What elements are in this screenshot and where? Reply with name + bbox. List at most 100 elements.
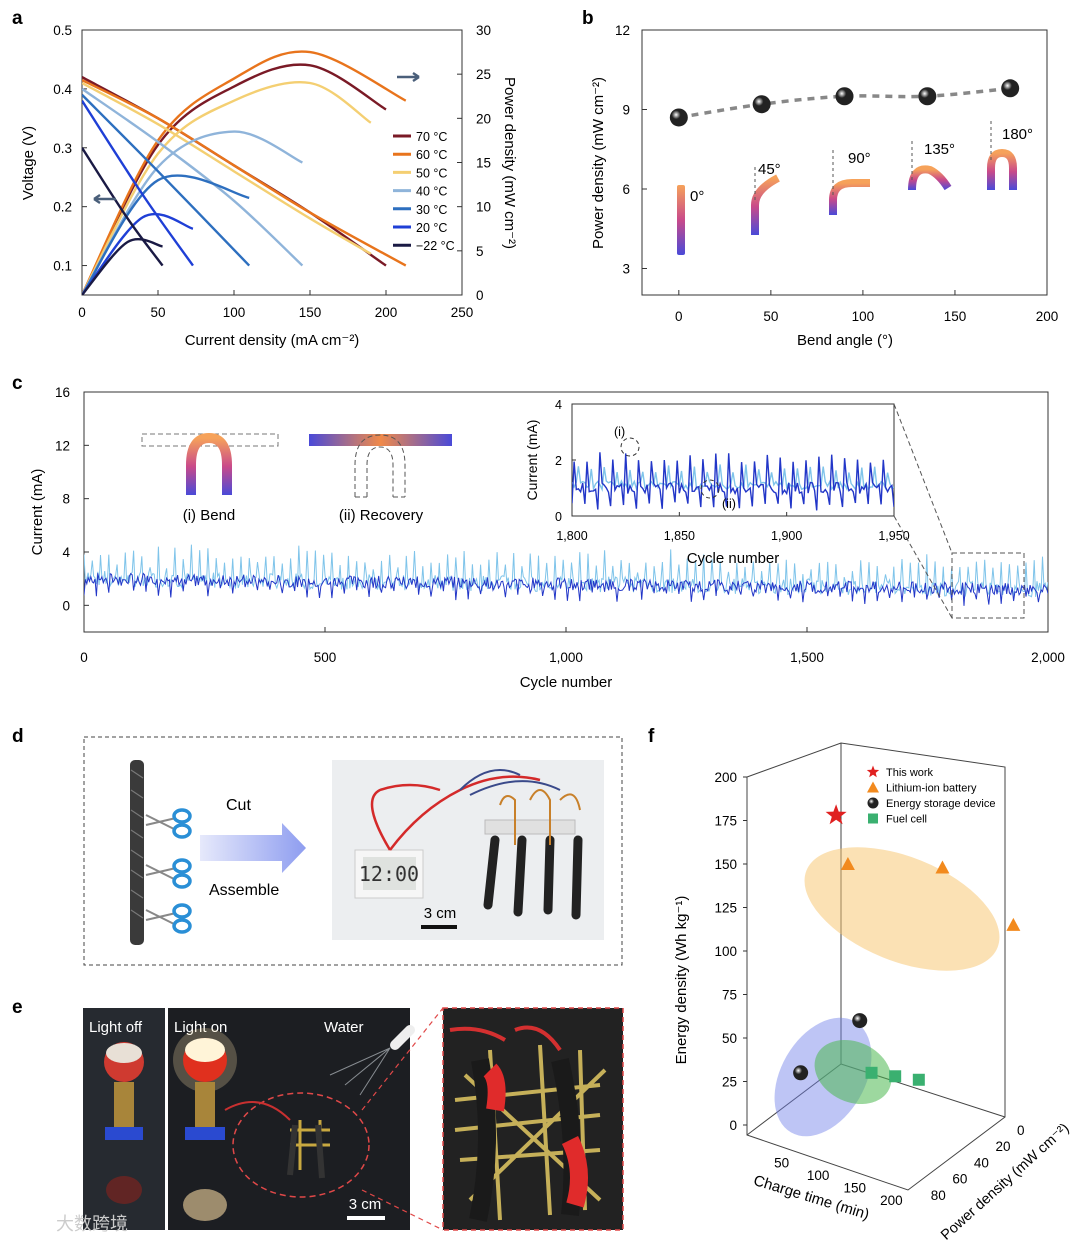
y-tick-label-left-a: 0.3	[53, 141, 72, 156]
fiber-0deg-icon	[677, 185, 685, 255]
x-tick-label-a: 0	[78, 305, 86, 320]
bulb-reflection	[183, 1189, 227, 1221]
label-light-on: Light on	[174, 1019, 227, 1036]
x-tick-label-a: 100	[223, 305, 246, 320]
zoom-connector-e	[361, 1007, 444, 1231]
y-tick-label-f: 75	[722, 988, 737, 1003]
inset-trace-dark	[572, 452, 894, 511]
x-tick-label-f: 100	[807, 1168, 830, 1183]
data-point-cube	[912, 1073, 925, 1086]
x-tick-label-c: 1,500	[790, 650, 824, 665]
y-axis-label-right-a: Power density (mW cm⁻²)	[501, 77, 518, 249]
data-point-sphere	[852, 1013, 868, 1029]
stand-base	[185, 1127, 225, 1140]
x-tick-label-b: 100	[852, 309, 875, 324]
data-point-b	[918, 87, 937, 106]
inset-marker-i	[620, 437, 640, 457]
power-curve	[82, 212, 194, 295]
fiber-battery-image	[130, 760, 144, 945]
bend-fiber-icon	[186, 432, 232, 495]
angle-label-180: 180°	[1002, 126, 1033, 143]
data-point-star	[825, 804, 847, 825]
y-tick-label-f: 200	[714, 770, 737, 785]
zoom-connector-lines	[893, 403, 953, 619]
data-point-triangle	[840, 857, 855, 870]
panel-label-a: a	[12, 8, 23, 29]
data-point-b	[1001, 79, 1020, 98]
x-tick-label-b: 50	[763, 309, 778, 324]
y-tick-label-f: 0	[729, 1118, 737, 1133]
inset-x-tick-label: 1,800	[556, 529, 587, 543]
legend-a: 70 °C 60 °C 50 °C 40 °C 30 °C 20 °C −22 °C	[393, 130, 455, 253]
panel-label-d: d	[12, 726, 24, 747]
x-tick-label-a: 50	[150, 305, 165, 320]
y-tick-label-right-a: 0	[476, 288, 484, 303]
x-tick-label-f: 200	[880, 1193, 903, 1208]
water-nozzle-icon	[390, 1025, 415, 1050]
cluster-fuel-cell	[814, 1039, 892, 1105]
power-curve	[82, 174, 250, 295]
y-tick-label-left-a: 0.4	[53, 82, 72, 97]
y-tick-label-f: 175	[714, 814, 737, 829]
x-tick-label-c: 1,000	[549, 650, 583, 665]
x-tick-label-b: 0	[675, 309, 683, 324]
x-tick-label-a: 150	[299, 305, 322, 320]
data-point-sphere	[793, 1065, 809, 1081]
inset-x-axis-label: Cycle number	[687, 550, 780, 567]
y-tick-label-f: 50	[722, 1031, 737, 1046]
fiber-135deg-icon	[908, 165, 952, 191]
y-tick-label-right-a: 25	[476, 67, 491, 82]
bulb-off-top	[106, 1043, 142, 1063]
data-points-f	[793, 804, 1021, 1086]
inset-marker-ii	[700, 479, 720, 499]
zoom-circle-e	[232, 1092, 370, 1198]
y-axis-label-left-a: Voltage (V)	[20, 126, 37, 200]
fiber-90deg-icon	[829, 179, 870, 215]
panel-c: c 0 500 1,000 1,500 2,000 0 4 8 12 16 Cycle numbe…	[12, 373, 1065, 691]
z-tick-label-f: 80	[931, 1188, 946, 1203]
y-tick-label-c: 8	[62, 492, 70, 507]
cut-label: Cut	[226, 797, 251, 814]
water-spray	[329, 1047, 391, 1096]
inset-y-tick-label: 2	[555, 454, 562, 468]
bulb-reflection	[106, 1176, 142, 1204]
voltage-line	[82, 78, 407, 267]
y-tick-label-left-a: 0.1	[53, 259, 72, 274]
label-light-off: Light off	[89, 1019, 143, 1036]
series-lines-a	[82, 50, 407, 295]
y-tick-label-right-a: 30	[476, 23, 491, 38]
y-axis-label-f: Energy density (Wh kg⁻¹)	[673, 896, 690, 1065]
x-tick-label-f: 150	[844, 1181, 867, 1196]
legend-marker-f	[867, 797, 879, 809]
panel-b: b 0 50 100 150 200 3 6 9 12 Bend angle (°) Power…	[582, 8, 1058, 349]
scissors-icon	[145, 903, 192, 934]
x-tick-label-b: 150	[944, 309, 967, 324]
scissors-icon	[145, 858, 192, 889]
voltage-line	[82, 81, 372, 255]
panel-a: a 0 50 100 150 200 250 0.1 0.2 0.3 0.4 0.5 0 5 10 15 20…	[12, 8, 518, 349]
power-curve	[82, 81, 372, 295]
legend-label-f: Lithium-ion battery	[886, 783, 977, 795]
angle-label-135: 135°	[924, 141, 955, 158]
recovery-fiber-icon	[309, 434, 452, 446]
data-points-b	[669, 79, 1020, 127]
clock-readout: 12:00	[359, 862, 419, 886]
y-tick-label-right-a: 15	[476, 156, 491, 171]
x-axis-label-b: Bend angle (°)	[797, 332, 893, 349]
panel-d-frame	[83, 736, 623, 966]
bulb-on-top	[185, 1038, 225, 1062]
panel-d: d Cut Assemble 12:00 3 cm	[12, 726, 623, 966]
inset-ticks: 1,800 1,850 1,900 1,950 0 2 4	[555, 398, 910, 543]
legend-label-a: 70 °C	[416, 130, 447, 144]
label-water: Water	[324, 1019, 363, 1036]
voltage-line	[82, 87, 304, 267]
copper-wires	[499, 789, 581, 845]
process-arrow-icon	[200, 823, 306, 873]
fiber-batteries-assembled	[483, 835, 583, 920]
cluster-li-ion	[804, 847, 1000, 971]
power-curve	[82, 237, 163, 295]
y-tick-label-b: 12	[615, 23, 630, 38]
legend-label-a: 20 °C	[416, 221, 447, 235]
zoom-region-box	[951, 552, 1025, 619]
y-tick-label-f: 25	[722, 1075, 737, 1090]
